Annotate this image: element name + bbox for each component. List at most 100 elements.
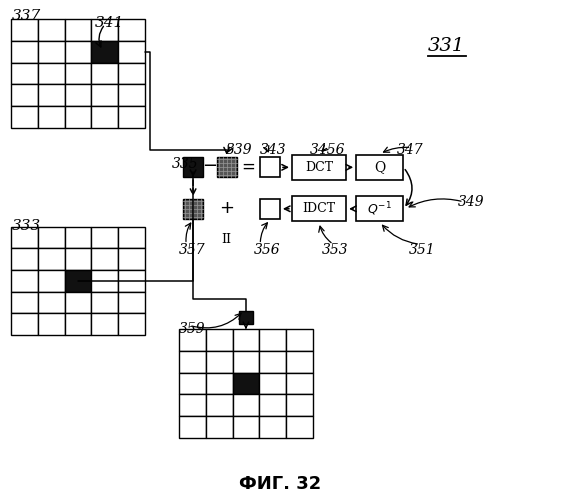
Text: 353: 353 xyxy=(321,244,348,257)
Bar xyxy=(183,199,203,219)
Bar xyxy=(259,416,286,438)
Bar xyxy=(38,41,65,63)
Bar xyxy=(65,19,91,41)
Bar xyxy=(118,84,145,106)
Text: 357: 357 xyxy=(180,244,206,257)
Bar xyxy=(118,41,145,63)
Bar xyxy=(260,158,280,177)
Bar xyxy=(65,106,91,128)
Bar xyxy=(11,292,38,313)
Bar xyxy=(206,329,233,351)
Text: 337: 337 xyxy=(11,9,40,23)
Bar xyxy=(118,106,145,128)
Bar xyxy=(65,270,91,292)
Bar xyxy=(259,395,286,416)
Bar xyxy=(65,249,91,270)
Bar xyxy=(91,63,118,84)
Text: 333: 333 xyxy=(11,219,40,233)
Bar xyxy=(286,351,312,373)
Bar xyxy=(91,19,118,41)
Bar xyxy=(11,19,38,41)
Bar xyxy=(239,310,253,324)
Bar xyxy=(183,158,203,177)
Bar xyxy=(233,395,259,416)
Bar xyxy=(11,41,38,63)
Bar xyxy=(91,84,118,106)
Bar xyxy=(65,41,91,63)
Text: IDCT: IDCT xyxy=(302,202,335,215)
Text: 341: 341 xyxy=(94,16,123,30)
Bar xyxy=(91,313,118,335)
Bar xyxy=(180,395,206,416)
Text: +: + xyxy=(219,199,234,217)
Bar xyxy=(118,270,145,292)
Bar xyxy=(118,19,145,41)
Bar xyxy=(118,292,145,313)
Bar xyxy=(233,329,259,351)
Bar xyxy=(11,249,38,270)
Bar xyxy=(91,106,118,128)
Bar xyxy=(65,63,91,84)
Bar xyxy=(118,313,145,335)
Bar xyxy=(206,416,233,438)
Bar xyxy=(91,270,118,292)
Bar xyxy=(38,106,65,128)
Bar xyxy=(259,351,286,373)
Bar xyxy=(11,313,38,335)
Bar xyxy=(356,197,403,221)
Bar xyxy=(259,329,286,351)
Text: $Q^{-1}$: $Q^{-1}$ xyxy=(367,200,392,218)
Bar xyxy=(11,63,38,84)
Bar xyxy=(286,416,312,438)
Bar xyxy=(38,270,65,292)
Bar xyxy=(11,227,38,249)
Bar xyxy=(233,373,259,395)
Text: 3456: 3456 xyxy=(310,143,345,157)
Bar xyxy=(65,227,91,249)
Bar xyxy=(38,84,65,106)
Text: 351: 351 xyxy=(408,244,435,257)
Bar xyxy=(206,373,233,395)
Bar xyxy=(217,158,237,177)
Bar xyxy=(38,227,65,249)
Text: 356: 356 xyxy=(254,244,281,257)
Bar xyxy=(206,351,233,373)
Bar xyxy=(118,249,145,270)
Text: 331: 331 xyxy=(428,37,465,55)
Bar xyxy=(180,329,206,351)
Text: 343: 343 xyxy=(260,143,287,157)
Bar xyxy=(292,197,346,221)
Bar xyxy=(292,155,346,180)
Bar xyxy=(233,351,259,373)
Bar xyxy=(38,292,65,313)
Bar xyxy=(180,351,206,373)
Bar xyxy=(11,106,38,128)
Text: 359: 359 xyxy=(180,322,206,336)
Bar xyxy=(286,329,312,351)
Bar xyxy=(260,199,280,219)
Bar xyxy=(91,292,118,313)
Text: 335: 335 xyxy=(171,158,198,172)
Text: 339: 339 xyxy=(226,143,252,157)
Bar xyxy=(356,155,403,180)
Bar xyxy=(38,63,65,84)
Text: 347: 347 xyxy=(397,143,423,157)
Text: Q: Q xyxy=(374,160,385,174)
Bar xyxy=(11,270,38,292)
Text: −: − xyxy=(203,157,218,175)
Bar xyxy=(118,63,145,84)
Text: II: II xyxy=(222,234,232,247)
Bar xyxy=(180,416,206,438)
Bar xyxy=(38,249,65,270)
Bar xyxy=(286,395,312,416)
Bar xyxy=(11,84,38,106)
Bar xyxy=(65,84,91,106)
Bar xyxy=(91,249,118,270)
Bar xyxy=(38,313,65,335)
Bar xyxy=(65,292,91,313)
Text: =: = xyxy=(241,157,255,175)
Bar xyxy=(38,19,65,41)
Bar xyxy=(233,416,259,438)
Bar xyxy=(180,373,206,395)
Bar xyxy=(259,373,286,395)
